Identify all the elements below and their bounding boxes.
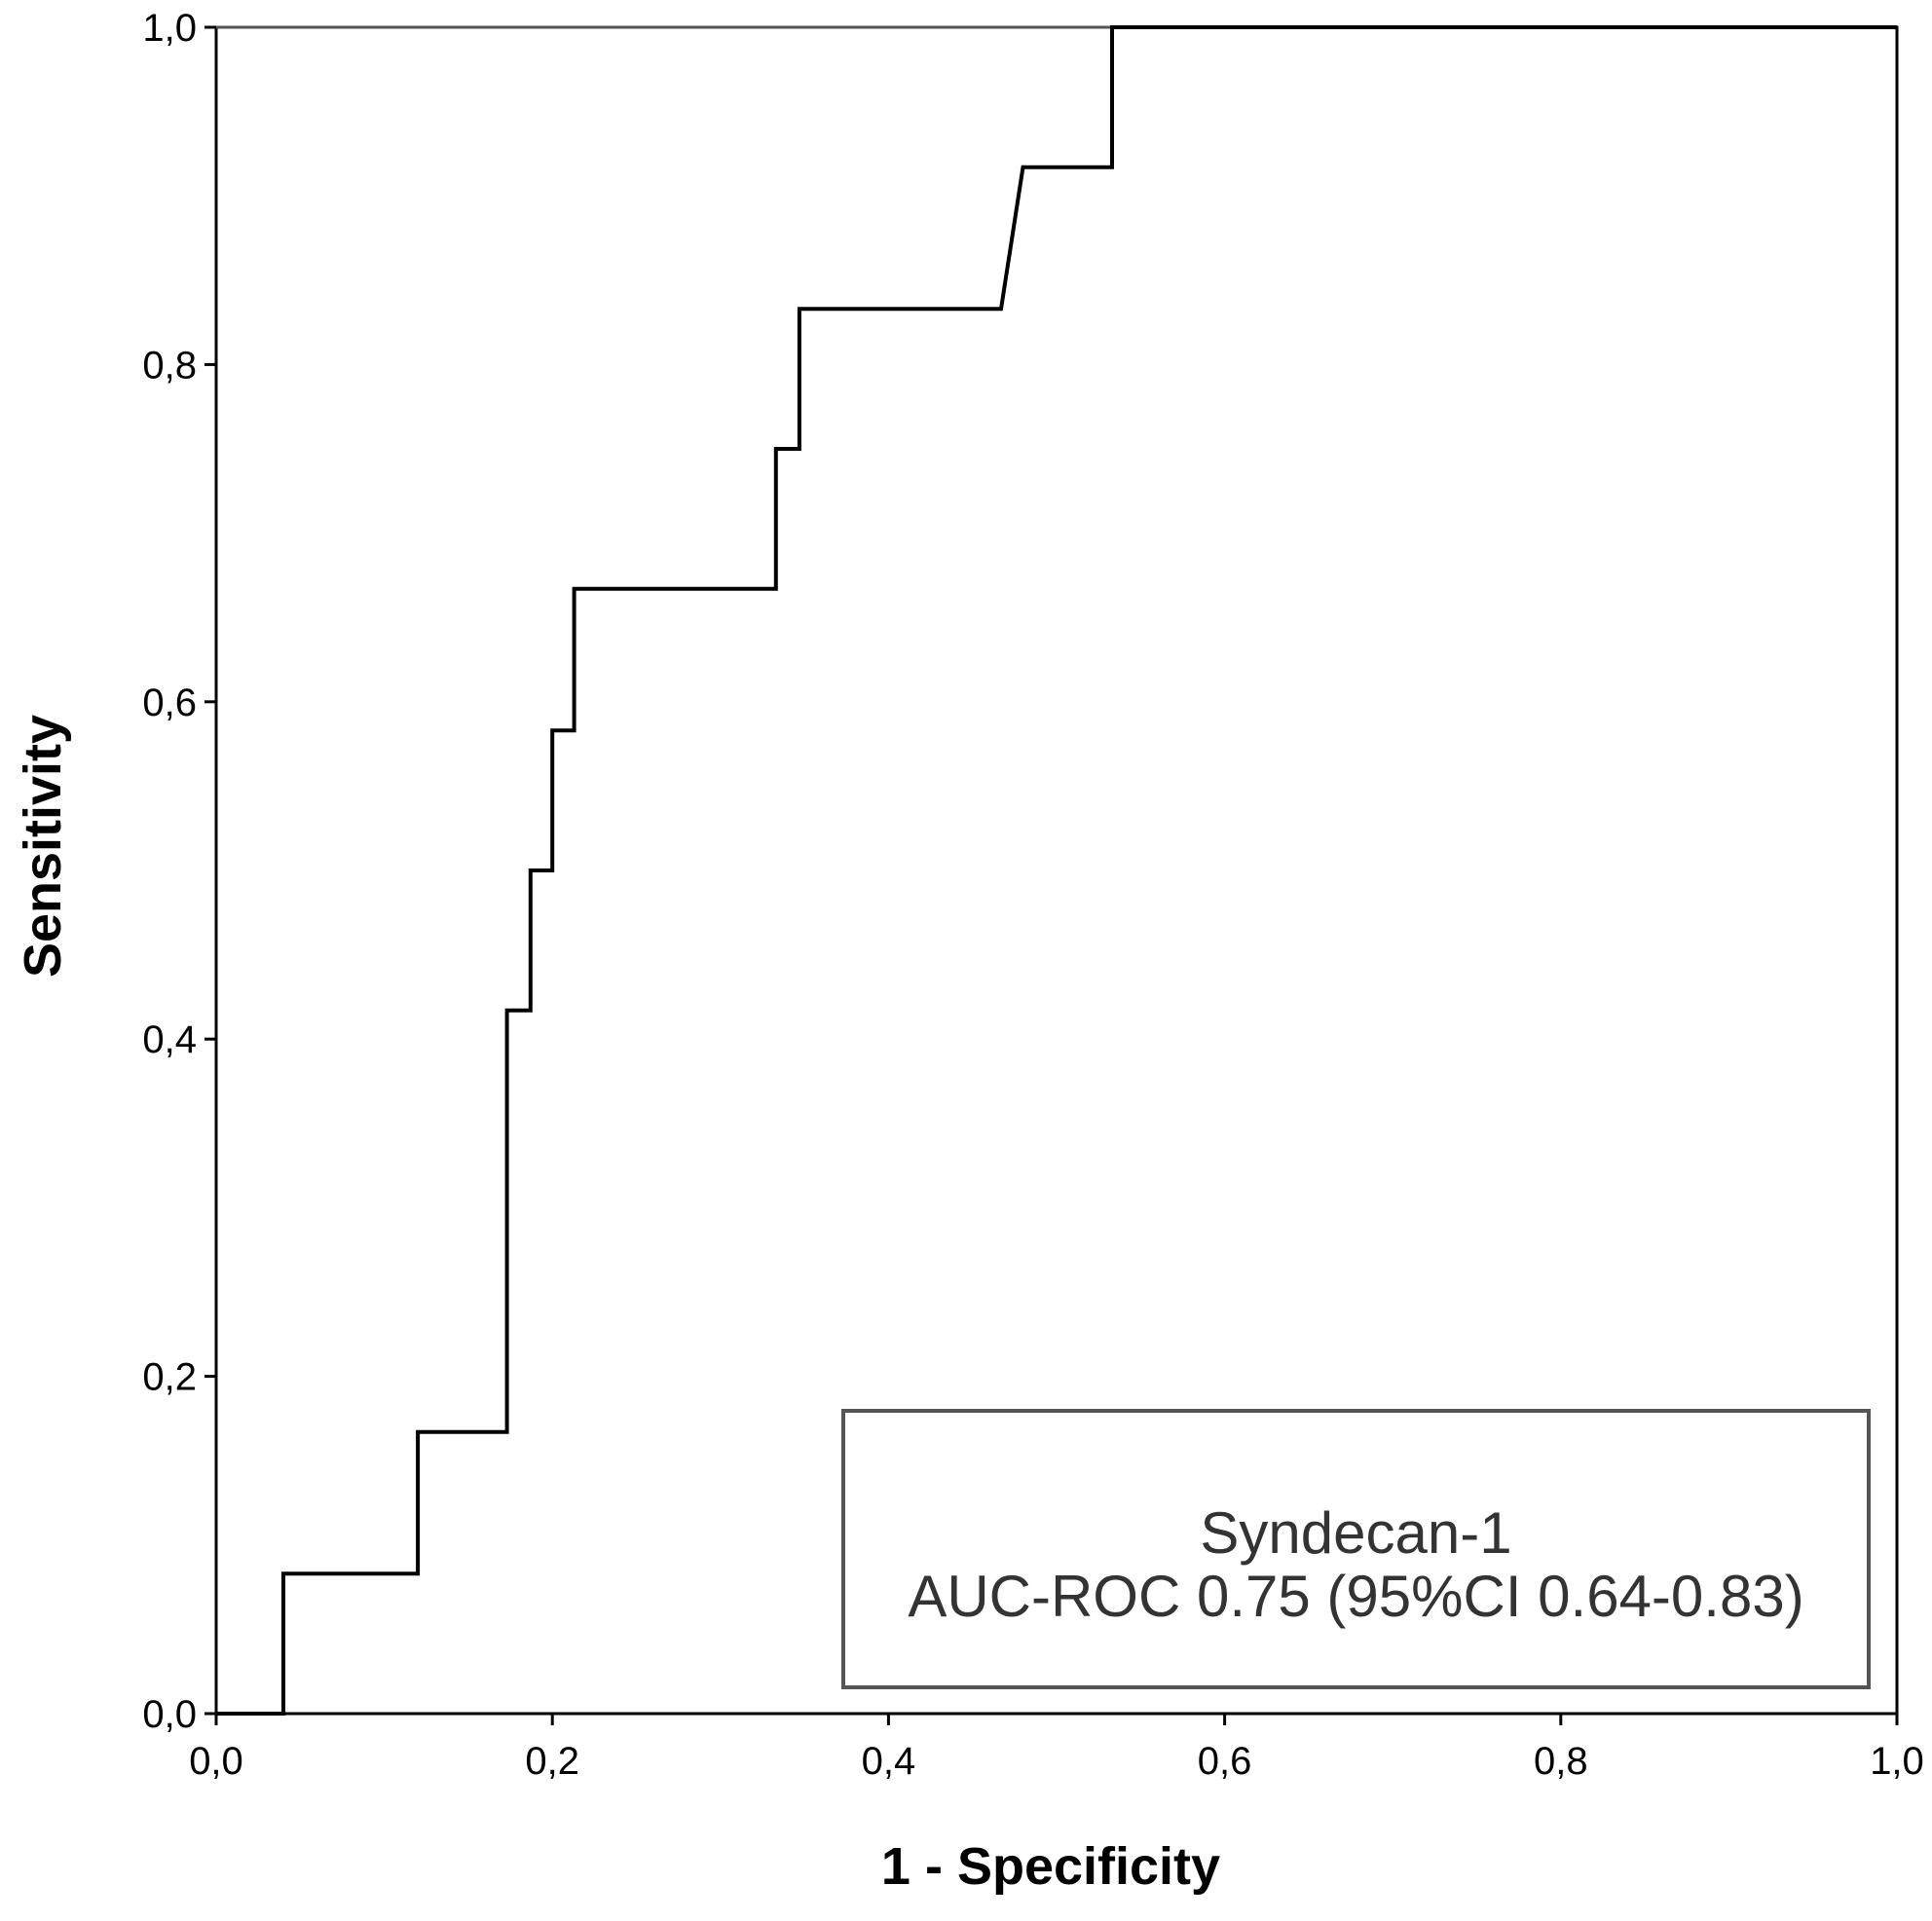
y-axis-title: Sensitivity [14,715,72,978]
x-axis-ticks: 0,0 0,2 0,4 0,6 0,8 1,0 [189,1714,1924,1783]
roc-curve [216,25,1897,1716]
y-tick-label: 0,0 [142,1693,197,1736]
x-tick-label: 0,8 [1534,1740,1588,1783]
legend-frame [841,1409,1871,1689]
x-tick-label: 1,0 [1870,1740,1924,1783]
legend-auc-label: AUC-ROC 0.75 (95%CI 0.64-0.83) [908,1564,1803,1629]
y-axis-ticks: 0,0 0,2 0,4 0,6 0,8 1,0 [142,7,216,1736]
y-tick-label: 1,0 [142,7,197,50]
y-tick-label: 0,8 [142,344,197,387]
x-axis-title: 1 - Specificity [881,1837,1220,1896]
legend-box: Syndecan-1 AUC-ROC 0.75 (95%CI 0.64-0.83… [841,1409,1871,1689]
x-tick-label: 0,0 [189,1740,243,1783]
x-tick-label: 0,4 [862,1740,916,1783]
x-tick-label: 0,2 [525,1740,579,1783]
y-tick-label: 0,2 [142,1356,197,1399]
legend-series-name: Syndecan-1 [1200,1500,1511,1566]
x-tick-label: 0,6 [1198,1740,1252,1783]
y-tick-label: 0,6 [142,682,197,724]
y-tick-label: 0,4 [142,1018,197,1061]
